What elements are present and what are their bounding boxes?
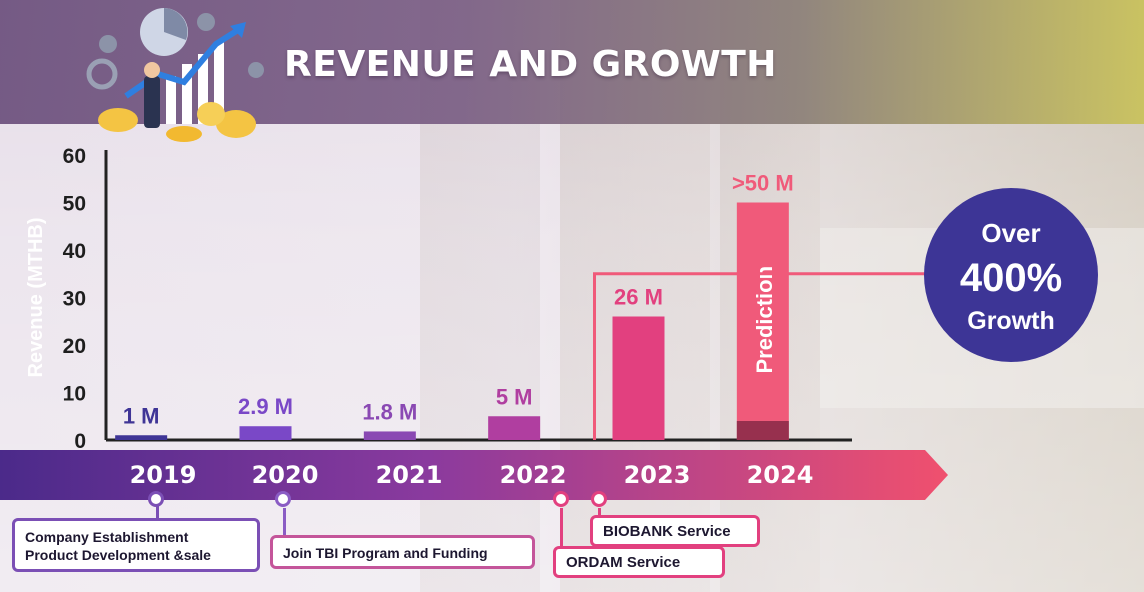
- milestone-dot: [553, 491, 569, 507]
- prediction-label: Prediction: [752, 266, 777, 374]
- bar: [612, 316, 665, 440]
- bar: [239, 426, 292, 440]
- timeline-year: 2021: [375, 461, 443, 489]
- bar-value-label: 1 M: [123, 403, 160, 428]
- bar-value-label: 1.8 M: [362, 399, 417, 424]
- timeline-year: 2024: [746, 461, 814, 489]
- milestone-box: Join TBI Program and Funding: [270, 535, 535, 569]
- growth-line-3: Growth: [967, 307, 1055, 335]
- milestone-text: BIOBANK Service: [603, 523, 731, 540]
- growth-line-1: Over: [981, 218, 1041, 248]
- y-tick-label: 30: [63, 288, 86, 311]
- milestone-connector: [560, 508, 563, 556]
- gear-icon: [86, 58, 118, 90]
- bar-value-label: 5 M: [496, 384, 533, 409]
- milestone-box: Company Establishment Product Developmen…: [12, 518, 260, 572]
- y-tick-label: 50: [63, 193, 86, 216]
- growth-percent: 400%: [959, 256, 1063, 300]
- coin-stack-icon: [98, 108, 138, 132]
- milestone-dot: [148, 491, 164, 507]
- growth-bracket-line: [593, 272, 926, 440]
- page-title: REVENUE AND GROWTH: [284, 44, 777, 85]
- y-axis-title: Revenue (MTHB): [25, 217, 47, 377]
- growth-illustration-icon: [86, 8, 264, 142]
- bar: [363, 431, 416, 440]
- bar-base-shade: [736, 421, 789, 440]
- bar: [115, 435, 168, 440]
- milestone-text: Company Establishment: [25, 529, 189, 545]
- milestone-box: BIOBANK Service: [590, 515, 760, 547]
- milestone-dot: [275, 491, 291, 507]
- milestone-text: Join TBI Program and Funding: [283, 545, 488, 561]
- bar: [736, 202, 789, 440]
- bar-value-label: >50 M: [732, 171, 794, 196]
- milestone-text: ORDAM Service: [566, 554, 681, 571]
- milestone-connector: [156, 506, 159, 520]
- bar-value-label: 2.9 M: [238, 394, 293, 419]
- timeline-year: 2019: [129, 461, 197, 489]
- milestone-dot: [591, 491, 607, 507]
- bar: [488, 416, 541, 440]
- milestone-text: Product Development &sale: [25, 547, 211, 563]
- milestone-connector: [283, 508, 286, 542]
- bar-value-label: 26 M: [614, 285, 663, 310]
- y-tick-label: 40: [63, 240, 86, 263]
- timeline-year: 2020: [251, 461, 319, 489]
- timeline-arrow: [0, 450, 948, 500]
- y-tick-label: 0: [74, 430, 86, 453]
- y-tick-label: 20: [63, 335, 86, 358]
- timeline-year: 2023: [623, 461, 691, 489]
- y-tick-label: 60: [63, 145, 86, 168]
- timeline-year: 2022: [499, 461, 567, 489]
- milestone-box: ORDAM Service: [553, 546, 725, 578]
- growth-badge: Over 400% Growth: [924, 188, 1098, 362]
- person-icon: [144, 76, 160, 128]
- y-tick-label: 10: [63, 383, 86, 406]
